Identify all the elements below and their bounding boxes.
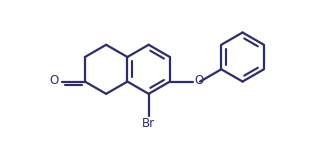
- Text: O: O: [49, 75, 59, 87]
- Text: Br: Br: [142, 117, 155, 130]
- Text: O: O: [194, 75, 203, 87]
